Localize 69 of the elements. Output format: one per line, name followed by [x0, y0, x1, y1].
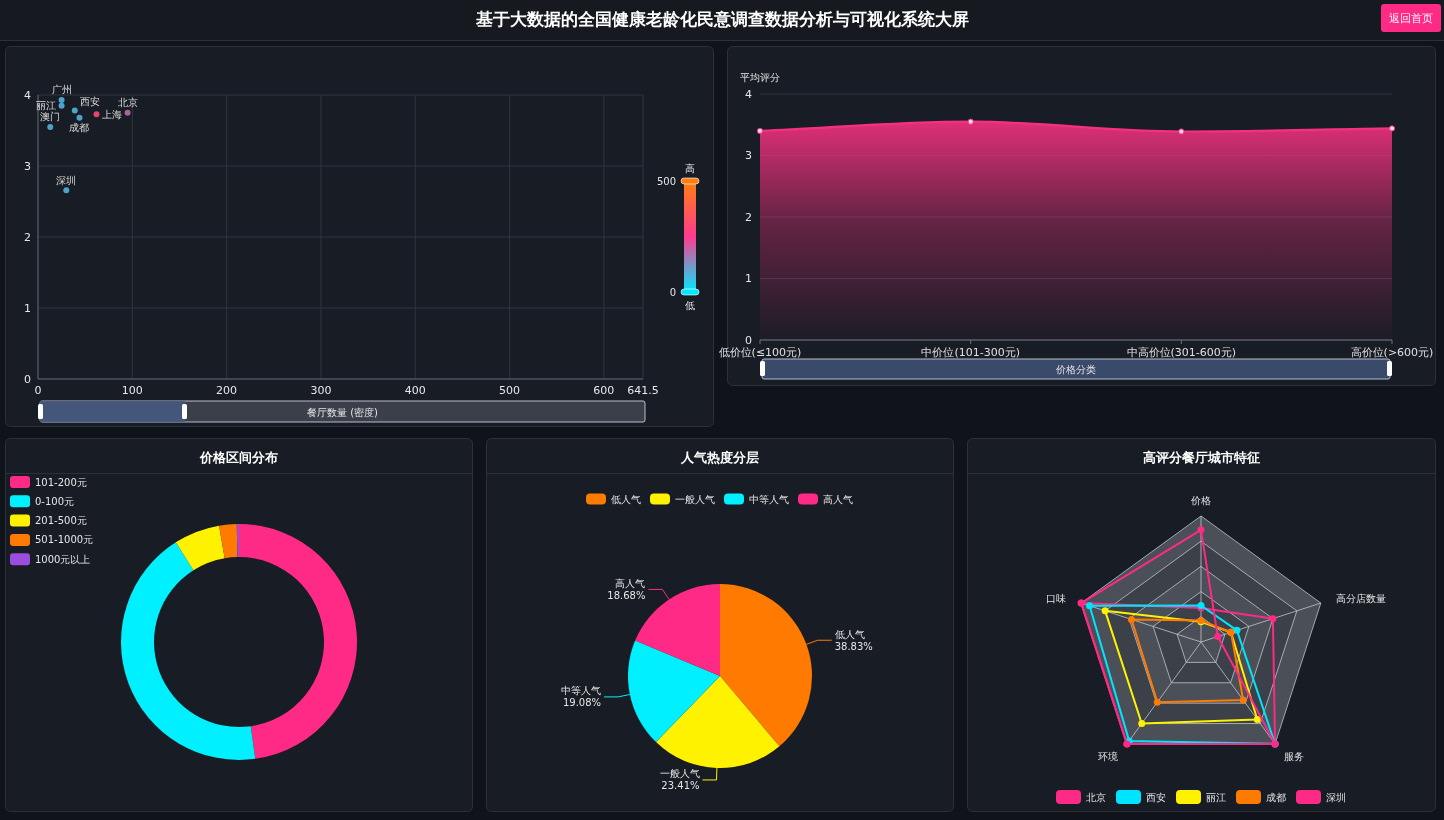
- x-axis-title: 价格分类: [1055, 363, 1096, 375]
- legend-label: 成都: [1266, 791, 1286, 803]
- x-tick-label: 400: [404, 383, 426, 397]
- series-label: 澳门: [40, 111, 61, 123]
- y-tick-label: 3: [24, 159, 31, 173]
- y-tick-label: 4: [745, 87, 752, 101]
- legend-label: 西安: [1146, 791, 1166, 803]
- y-tick-label: 0: [745, 333, 752, 347]
- chart-title: 高评分餐厅城市特征: [1142, 449, 1260, 465]
- series-label: 西安: [79, 96, 100, 108]
- series-label: 北京: [117, 97, 138, 109]
- legend-label: 低人气: [611, 493, 641, 505]
- data-label: 38.83%: [834, 640, 873, 652]
- y-tick-label: 1: [745, 272, 752, 285]
- x-tick-label: 中高价位(301-600元): [1126, 345, 1237, 359]
- y-tick-label: 2: [24, 230, 31, 244]
- y-tick-label: 4: [24, 88, 31, 102]
- color-bar-label: 500: [656, 175, 676, 187]
- color-bar-label: 0: [669, 286, 676, 298]
- legend-label: 深圳: [1326, 791, 1346, 803]
- x-tick-label: 641.5: [627, 383, 659, 397]
- series-label: 成都: [69, 122, 90, 134]
- slice-label: 一般人气: [659, 768, 700, 780]
- x-tick-label: 200: [216, 383, 238, 397]
- chart-title: 价格区间分布: [198, 449, 278, 465]
- text: 返回首页: [1389, 11, 1433, 25]
- text: 高: [685, 162, 695, 174]
- legend-label: 101-200元: [35, 476, 87, 488]
- y-tick-label: 1: [24, 301, 31, 315]
- slice-label: 高人气: [615, 577, 646, 589]
- x-axis-title: 餐厅数量 (密度): [307, 406, 379, 418]
- y-tick-label: 0: [24, 372, 31, 386]
- x-tick-label: 0: [34, 383, 42, 397]
- legend-label: 1000元以上: [35, 553, 91, 565]
- series-label: 广州: [51, 84, 72, 96]
- legend-label: 丽江: [1206, 791, 1226, 803]
- data-label: 18.68%: [607, 589, 646, 601]
- data-label: 23.41%: [661, 780, 700, 792]
- slice-label: 中等人气: [561, 685, 602, 697]
- legend-label: 201-500元: [35, 515, 87, 527]
- legend-label: 北京: [1086, 791, 1106, 803]
- y-tick-label: 3: [745, 149, 752, 162]
- y-axis-title: 平均评分: [740, 71, 780, 83]
- chart-title: 人气热度分层: [679, 449, 759, 465]
- y-tick-label: 2: [745, 210, 752, 224]
- x-tick-label: 600: [593, 383, 615, 397]
- x-tick-label: 高价位(>600元): [1350, 345, 1434, 359]
- x-tick-label: 100: [121, 383, 143, 397]
- spoke-label: 高分店数量: [1336, 592, 1387, 604]
- text: 低: [685, 299, 695, 311]
- spoke-label: 口味: [1045, 592, 1066, 604]
- legend-label: 中等人气: [749, 493, 789, 505]
- text: 基于大数据的全国健康老龄化民意调查数据分析与可视化系统大屏: [474, 9, 969, 29]
- legend-label: 高人气: [823, 493, 853, 505]
- spoke-label: 环境: [1097, 751, 1118, 763]
- series-label: 丽江: [35, 100, 56, 112]
- slice-label: 低人气: [834, 628, 865, 640]
- x-tick-label: 500: [499, 383, 521, 397]
- legend-label: 501-1000元: [35, 534, 94, 546]
- spoke-label: 价格: [1190, 494, 1211, 506]
- spoke-label: 服务: [1284, 751, 1305, 763]
- legend-label: 0-100元: [35, 495, 75, 507]
- legend-label: 一般人气: [675, 493, 715, 505]
- x-tick-label: 低价位(≤100元): [718, 345, 802, 359]
- series-label: 深圳: [56, 174, 77, 186]
- data-label: 19.08%: [562, 697, 602, 709]
- x-tick-label: 300: [310, 383, 332, 397]
- x-tick-label: 中价位(101-300元): [921, 345, 1020, 359]
- series-label: 上海: [102, 108, 123, 120]
